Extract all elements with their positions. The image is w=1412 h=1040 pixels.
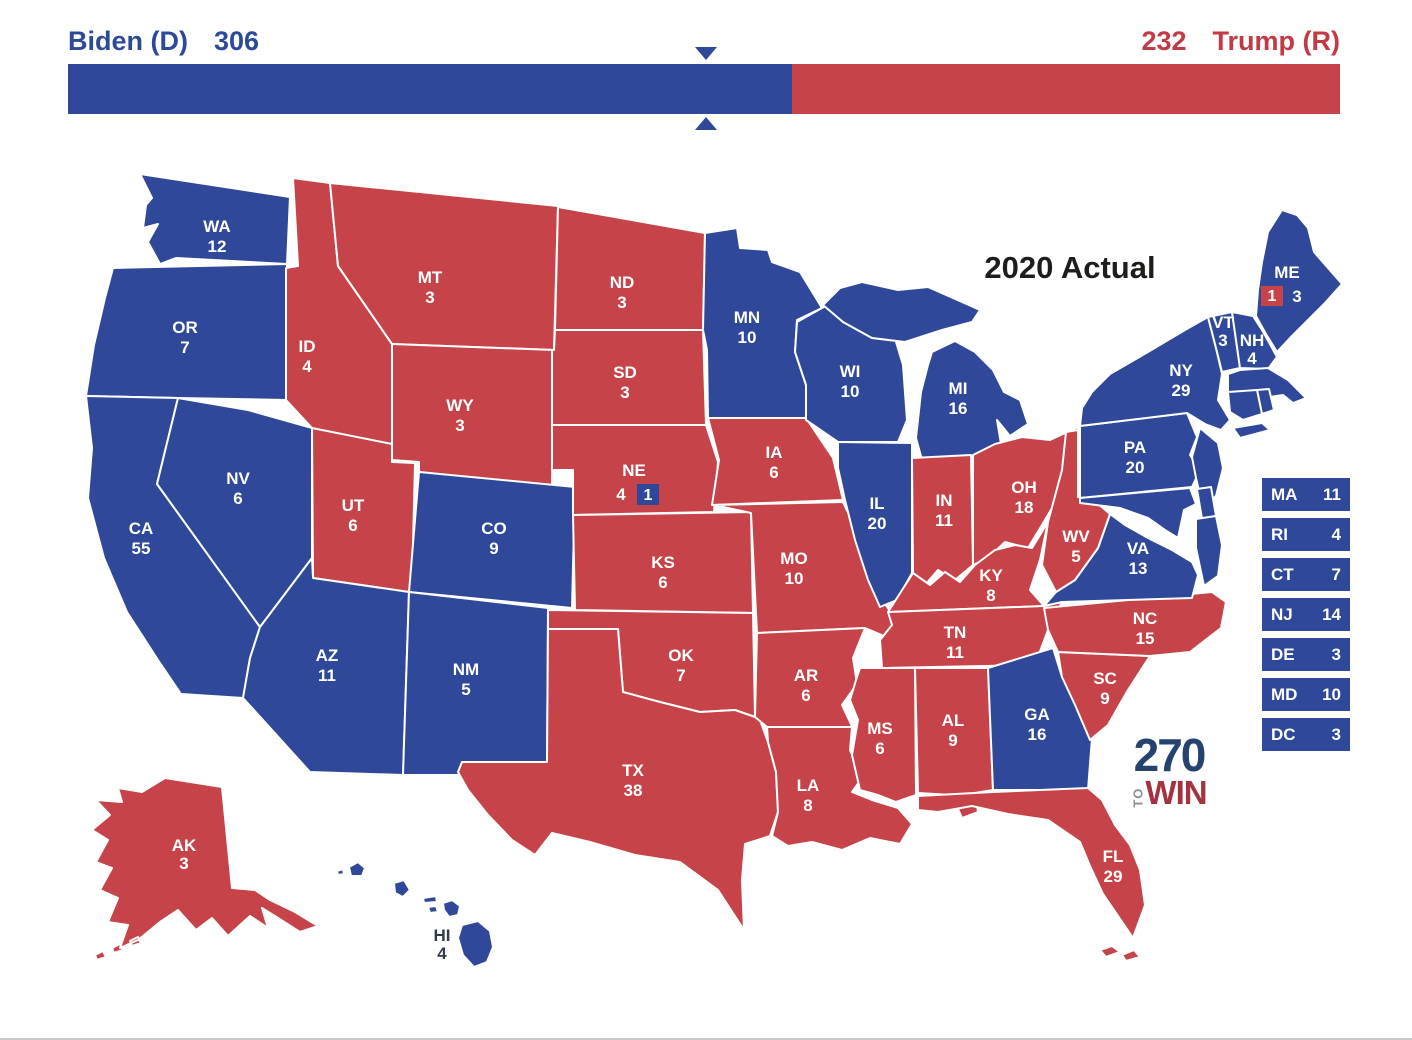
state-ev-label-hi: 4 [437, 944, 447, 963]
dem-candidate-total: Biden (D) 306 [68, 26, 259, 57]
state-abbr-label-hi: HI [434, 926, 451, 945]
state-in[interactable] [911, 454, 974, 586]
map-title: 2020 Actual [984, 250, 1156, 285]
side-panel-item-ma[interactable]: MA 11 [1262, 478, 1350, 511]
state-ak[interactable] [91, 777, 319, 961]
state-ar[interactable] [754, 627, 866, 728]
side-panel-ev: 11 [1323, 484, 1341, 504]
logo-win-text: WIN [1145, 774, 1207, 811]
dem-candidate-name: Biden (D) [68, 26, 188, 56]
state-mn[interactable] [702, 227, 823, 419]
side-panel-ev: 14 [1322, 604, 1341, 624]
dem-candidate-votes: 306 [213, 26, 260, 56]
state-pa[interactable] [1079, 412, 1201, 499]
rep-bar-segment [791, 64, 1340, 114]
side-panel-abbr: MD [1271, 684, 1298, 704]
side-panel-item-de[interactable]: DE 3 [1262, 638, 1350, 671]
state-nm[interactable] [402, 591, 549, 776]
state-wa[interactable] [139, 173, 291, 265]
state-md[interactable] [1079, 487, 1223, 587]
side-panel-abbr: NJ [1271, 604, 1293, 624]
side-panel-item-ct[interactable]: CT 7 [1262, 558, 1350, 591]
dem-bar-segment [68, 64, 792, 114]
side-panel-ev: 4 [1331, 524, 1341, 544]
state-wy[interactable] [391, 343, 555, 487]
side-panel-item-nj[interactable]: NJ 14 [1262, 598, 1350, 631]
side-panel-abbr: DC [1271, 724, 1296, 744]
logo-270-text: 270 [1133, 729, 1207, 781]
state-vt[interactable] [1207, 311, 1241, 373]
electoral-vote-bar [68, 64, 1340, 114]
state-tx[interactable] [457, 628, 779, 931]
side-panel-item-dc[interactable]: DC 3 [1262, 718, 1350, 751]
side-panel-ev: 7 [1331, 564, 1341, 584]
logo-to-text: TO [1130, 787, 1146, 808]
state-or[interactable] [85, 263, 288, 401]
rep-candidate-name: Trump (R) [1212, 26, 1341, 56]
state-nd[interactable] [554, 206, 706, 331]
270-to-win-marker-top-icon [695, 47, 718, 60]
state-mi[interactable] [822, 281, 1029, 461]
state-ne[interactable] [551, 424, 719, 516]
state-ms[interactable] [849, 667, 917, 803]
state-nc[interactable] [1043, 591, 1227, 657]
side-panel-item-md[interactable]: MD 10 [1262, 678, 1350, 711]
state-sc[interactable] [1057, 651, 1151, 741]
state-split-vote-box-me[interactable] [1261, 286, 1283, 306]
side-panel-ev: 3 [1331, 724, 1341, 744]
state-hi[interactable] [336, 861, 494, 968]
state-ky[interactable] [887, 521, 1049, 613]
side-panel-abbr: DE [1271, 644, 1295, 664]
side-panel-abbr: MA [1271, 484, 1298, 504]
state-ny[interactable] [1079, 316, 1271, 439]
state-me[interactable] [1255, 209, 1343, 353]
small-states-panel: MA 11 RI 4 CT 7 NJ 14 DE 3 MD 10 DC 3 [1262, 478, 1350, 758]
side-panel-item-ri[interactable]: RI 4 [1262, 518, 1350, 551]
state-co[interactable] [408, 471, 576, 609]
rep-candidate-total: 232 Trump (R) [1141, 26, 1340, 57]
side-panel-abbr: RI [1271, 524, 1288, 544]
state-ks[interactable] [572, 511, 754, 614]
state-fl[interactable] [917, 787, 1146, 962]
state-wv[interactable] [1041, 429, 1111, 593]
rep-candidate-votes: 232 [1141, 26, 1187, 56]
state-nh[interactable] [1231, 311, 1278, 370]
state-sd[interactable] [551, 329, 707, 426]
side-panel-abbr: CT [1271, 564, 1294, 584]
270towin-logo[interactable]: 270 TO WIN [1124, 732, 1214, 809]
side-panel-ev: 3 [1331, 644, 1341, 664]
logo-bottom-row: TO WIN [1124, 776, 1214, 809]
state-ct[interactable] [1227, 389, 1263, 421]
270-to-win-marker-bottom-icon [695, 117, 718, 130]
side-panel-ev: 10 [1322, 684, 1341, 704]
state-split-vote-box-ne[interactable] [637, 484, 659, 505]
